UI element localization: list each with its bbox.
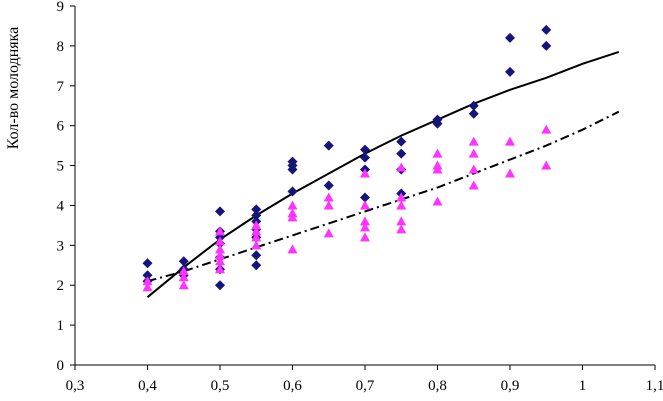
y-tick-label: 1 xyxy=(57,318,65,334)
y-tick-label: 5 xyxy=(57,159,65,175)
triangle-point xyxy=(360,168,370,178)
diamond-point xyxy=(142,258,153,269)
y-tick-label: 0 xyxy=(57,358,65,374)
diamond-point xyxy=(178,256,189,267)
triangle-point xyxy=(468,136,479,146)
diamond-point xyxy=(251,250,262,261)
diamond-point xyxy=(215,206,225,217)
triangle-point xyxy=(468,164,479,174)
trendlines xyxy=(146,50,620,298)
y-tick-label: 6 xyxy=(57,119,65,135)
diamond-point xyxy=(251,210,262,221)
triangle-point xyxy=(360,232,370,242)
triangle-point xyxy=(251,220,262,230)
y-tick-label: 9 xyxy=(57,0,65,15)
triangle-point xyxy=(178,266,189,276)
diamond-point xyxy=(541,40,552,51)
y-tick-label: 4 xyxy=(57,198,65,214)
triangle-point xyxy=(396,162,407,172)
diamond-point xyxy=(541,24,552,35)
triangle-point xyxy=(505,168,515,178)
triangle-point xyxy=(505,136,515,146)
diamond-point xyxy=(323,140,334,151)
triangle-point xyxy=(251,240,262,250)
triangle-point xyxy=(432,196,443,206)
triangle-point xyxy=(215,250,225,260)
triangle-point xyxy=(215,256,225,266)
triangle-point xyxy=(396,200,407,210)
triangle-point xyxy=(287,244,298,254)
diamond-point xyxy=(468,108,479,119)
triangle-point xyxy=(360,216,370,226)
diamond-trend-line xyxy=(146,50,620,298)
y-tick-label: 7 xyxy=(57,79,65,95)
diamond-point xyxy=(215,280,225,291)
x-tick-label: 0,6 xyxy=(283,378,302,394)
diamond-point xyxy=(432,118,443,129)
diamond-point xyxy=(468,100,479,111)
x-tick-label: 0,4 xyxy=(138,378,157,394)
x-tick-label: 0,3 xyxy=(66,378,85,394)
x-tick-label: 0,9 xyxy=(501,378,520,394)
triangle-point xyxy=(178,272,189,282)
triangle-point xyxy=(323,192,334,202)
diamond-point xyxy=(505,32,515,43)
diamond-point xyxy=(360,144,370,155)
diamond-point xyxy=(505,66,515,77)
diamond-point xyxy=(287,164,298,175)
triangle-point xyxy=(215,264,225,274)
triangle-point xyxy=(360,222,370,232)
diamond-point xyxy=(360,152,370,163)
triangle-point xyxy=(215,244,225,254)
triangle-point xyxy=(396,216,407,226)
triangle-point xyxy=(360,200,370,210)
triangle-point xyxy=(468,148,479,158)
diamond-point xyxy=(251,260,262,271)
y-tick-label: 3 xyxy=(57,238,65,254)
triangle-point xyxy=(541,160,552,170)
triangle-point xyxy=(287,200,298,210)
diamond-point xyxy=(360,192,370,203)
triangle-point xyxy=(178,280,189,290)
diamond-point xyxy=(396,148,407,159)
triangle-point xyxy=(396,224,407,234)
x-tick-label: 0,7 xyxy=(356,378,375,394)
triangle-trend-line xyxy=(147,110,620,283)
x-tick-label: 1 xyxy=(579,378,587,394)
triangle-point xyxy=(251,226,262,236)
diamond-point xyxy=(142,270,153,281)
x-tick-label: 1,1 xyxy=(646,378,663,394)
triangle-point xyxy=(468,180,479,190)
diamond-point xyxy=(287,186,298,197)
triangle-point xyxy=(142,276,153,286)
triangle-point xyxy=(215,236,225,246)
triangle-point xyxy=(323,200,334,210)
y-axis-title: Кол-во молодняка xyxy=(5,27,22,150)
diamond-point xyxy=(323,180,334,191)
triangle-point xyxy=(432,148,443,158)
y-tick-label: 2 xyxy=(57,278,65,294)
triangle-point xyxy=(541,124,552,134)
triangle-point xyxy=(287,212,298,222)
triangle-point xyxy=(251,232,262,242)
x-tick-label: 0,5 xyxy=(211,378,230,394)
diamond-point xyxy=(251,204,262,215)
tick-labels: 0 1 2 3 4 5 6 7 8 9 0,3 0,4 0,5 0,6 0,7 0,8 0,9 1 1,1 xyxy=(57,0,663,394)
triangle-point xyxy=(432,164,443,174)
diamond-point xyxy=(396,136,407,147)
triangle-point xyxy=(215,226,225,236)
data-points xyxy=(142,24,552,292)
axes xyxy=(70,5,656,370)
y-tick-label: 8 xyxy=(57,39,65,55)
triangle-point xyxy=(323,228,334,238)
x-tick-label: 0,8 xyxy=(428,378,447,394)
triangle-point xyxy=(396,192,407,202)
triangle-point xyxy=(142,282,153,292)
